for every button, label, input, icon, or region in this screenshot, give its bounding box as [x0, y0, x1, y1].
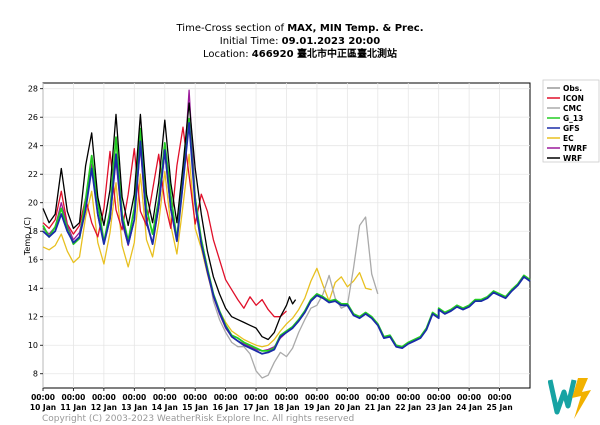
y-tick-label: 16 [28, 256, 38, 265]
x-tick-date: 13 Jan [121, 403, 147, 412]
x-tick-time: 00:00 [92, 393, 116, 402]
x-tick-time: 00:00 [488, 393, 512, 402]
initial-time-label: Initial Time: [219, 36, 282, 47]
y-tick-label: 12 [28, 313, 38, 322]
x-tick-time: 00:00 [457, 393, 481, 402]
x-tick-date: 14 Jan [152, 403, 178, 412]
x-tick-date: 15 Jan [182, 403, 208, 412]
x-tick-time: 00:00 [122, 393, 146, 402]
title-prefix: Time-Cross section of [176, 23, 288, 34]
y-tick-label: 18 [28, 227, 38, 236]
x-tick-time: 00:00 [396, 393, 420, 402]
x-tick-time: 00:00 [427, 393, 451, 402]
y-tick-label: 8 [33, 370, 38, 379]
x-tick-time: 00:00 [183, 393, 207, 402]
x-tick-date: 23 Jan [426, 403, 452, 412]
y-tick-label: 28 [28, 85, 38, 94]
grid [42, 83, 530, 388]
x-tick-date: 22 Jan [395, 403, 421, 412]
legend-label: Obs. [563, 84, 582, 93]
series-line-wrf [42, 102, 297, 341]
title-bold: MAX, MIN Temp. & Prec. [287, 23, 424, 34]
legend-label: TWRF [563, 144, 587, 153]
x-tick-time: 00:00 [214, 393, 238, 402]
x-tick-date: 21 Jan [365, 403, 391, 412]
location: Location: 466920 臺北市中正區臺北測站 [80, 48, 520, 61]
y-tick-label: 14 [28, 284, 38, 293]
x-tick-time: 00:00 [335, 393, 359, 402]
logo-w-icon [548, 379, 577, 415]
initial-time: Initial Time: 09.01.2023 20:00 [80, 35, 520, 48]
x-tick-time: 00:00 [275, 393, 299, 402]
legend-label: G_13 [563, 114, 583, 123]
copyright-text: Copyright (C) 2003-2023 WeatherRisk Expl… [42, 414, 355, 424]
x-tick-date: 24 Jan [456, 403, 482, 412]
chart-title-block: Time-Cross section of MAX, MIN Temp. & P… [80, 22, 520, 61]
location-label: Location: [202, 49, 252, 60]
x-tick-date: 11 Jan [60, 403, 86, 412]
y-tick-label: 10 [28, 341, 38, 350]
legend-label: WRF [563, 154, 582, 163]
legend-label: CMC [563, 104, 582, 113]
series-layer [42, 89, 531, 379]
initial-time-value: 09.01.2023 20:00 [281, 36, 381, 47]
series-line-g13 [42, 117, 531, 352]
y-tick-label: 20 [28, 199, 38, 208]
x-tick-time: 00:00 [62, 393, 86, 402]
x-tick-time: 00:00 [305, 393, 329, 402]
x-tick-time: 00:00 [244, 393, 268, 402]
weatherrisk-logo [548, 378, 591, 419]
y-tick-label: 24 [28, 142, 38, 151]
legend-label: GFS [563, 124, 580, 133]
x-tick-date: 10 Jan [30, 403, 56, 412]
y-tick-label: 26 [28, 113, 38, 122]
location-value: 466920 臺北市中正區臺北測站 [251, 49, 398, 60]
x-tick-date: 18 Jan [273, 403, 299, 412]
legend-label: EC [563, 134, 574, 143]
x-tick-date: 12 Jan [91, 403, 117, 412]
x-tick-time: 00:00 [153, 393, 177, 402]
y-tick-label: 22 [28, 170, 38, 179]
x-tick-date: 16 Jan [213, 403, 239, 412]
x-tick-time: 00:00 [31, 393, 55, 402]
series-line-gfs [42, 122, 531, 355]
x-tick-date: 25 Jan [486, 403, 512, 412]
x-tick-date: 19 Jan [304, 403, 330, 412]
x-tick-date: 17 Jan [243, 403, 269, 412]
logo-bolt-icon [572, 378, 591, 419]
x-tick-time: 00:00 [366, 393, 390, 402]
chart-title: Time-Cross section of MAX, MIN Temp. & P… [80, 22, 520, 35]
y-axis-label: Temp. (C) [23, 217, 32, 256]
legend-label: ICON [563, 94, 584, 103]
y-axis-ticks: 8 10 12 14 16 18 20 22 24 26 28 [28, 85, 43, 379]
x-tick-date: 20 Jan [334, 403, 360, 412]
